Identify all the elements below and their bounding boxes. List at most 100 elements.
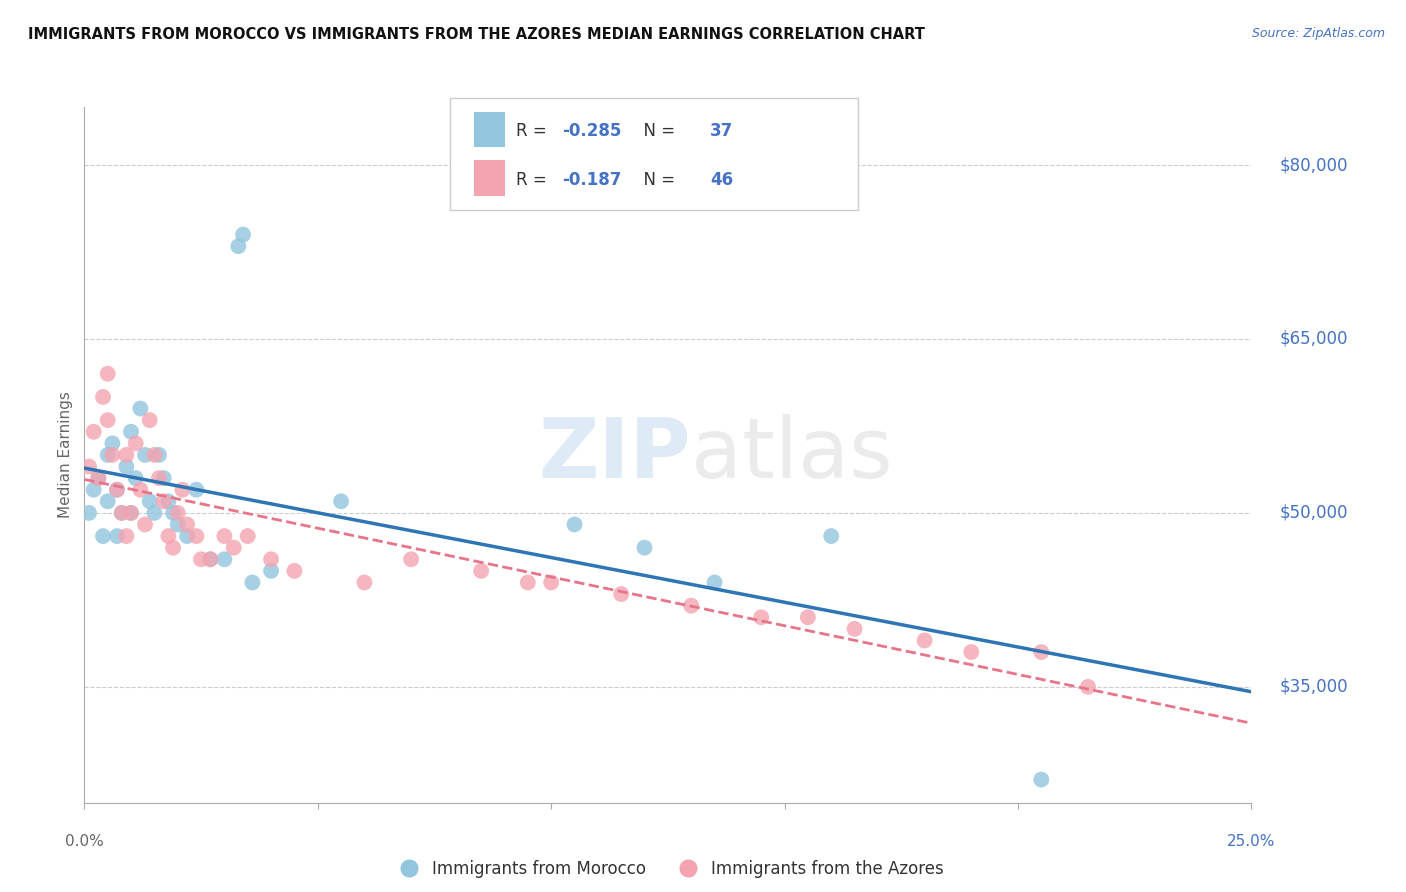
Text: R =: R = bbox=[516, 170, 553, 188]
Point bbox=[228, 239, 250, 253]
Point bbox=[162, 506, 184, 520]
Point bbox=[97, 413, 120, 427]
Text: $35,000: $35,000 bbox=[1279, 678, 1348, 696]
Point bbox=[120, 506, 142, 520]
Point bbox=[120, 506, 142, 520]
Point bbox=[633, 541, 655, 555]
Text: $50,000: $50,000 bbox=[1279, 504, 1348, 522]
Text: N =: N = bbox=[633, 170, 681, 188]
Y-axis label: Median Earnings: Median Earnings bbox=[58, 392, 73, 518]
Point bbox=[129, 483, 152, 497]
Text: -0.285: -0.285 bbox=[562, 122, 621, 140]
Point bbox=[152, 494, 174, 508]
Point bbox=[260, 564, 283, 578]
Point bbox=[148, 471, 170, 485]
Text: IMMIGRANTS FROM MOROCCO VS IMMIGRANTS FROM THE AZORES MEDIAN EARNINGS CORRELATIO: IMMIGRANTS FROM MOROCCO VS IMMIGRANTS FR… bbox=[28, 27, 925, 42]
Text: 37: 37 bbox=[710, 122, 734, 140]
Point bbox=[120, 425, 142, 439]
Text: $65,000: $65,000 bbox=[1279, 330, 1348, 348]
Point bbox=[176, 529, 198, 543]
Point bbox=[797, 610, 820, 624]
Point bbox=[105, 529, 128, 543]
Point bbox=[157, 494, 180, 508]
Point bbox=[166, 517, 188, 532]
Point bbox=[83, 425, 105, 439]
Point bbox=[914, 633, 936, 648]
Point bbox=[111, 506, 134, 520]
Point bbox=[242, 575, 264, 590]
Point bbox=[157, 529, 180, 543]
Point bbox=[91, 390, 114, 404]
Point bbox=[125, 471, 148, 485]
Point bbox=[470, 564, 492, 578]
Point bbox=[97, 448, 120, 462]
Point bbox=[330, 494, 353, 508]
Text: R =: R = bbox=[516, 122, 553, 140]
Point bbox=[134, 448, 156, 462]
Point bbox=[190, 552, 212, 566]
Point bbox=[143, 448, 166, 462]
Point bbox=[1077, 680, 1099, 694]
Point bbox=[200, 552, 222, 566]
Point bbox=[77, 506, 100, 520]
Point bbox=[125, 436, 148, 450]
Point bbox=[148, 448, 170, 462]
Point bbox=[105, 483, 128, 497]
Point bbox=[564, 517, 586, 532]
Point bbox=[166, 506, 188, 520]
Point bbox=[186, 483, 208, 497]
Point bbox=[681, 599, 703, 613]
Point bbox=[516, 575, 538, 590]
Text: 25.0%: 25.0% bbox=[1227, 834, 1275, 849]
Point bbox=[749, 610, 772, 624]
Point bbox=[610, 587, 633, 601]
Point bbox=[844, 622, 866, 636]
Point bbox=[101, 448, 124, 462]
Point bbox=[960, 645, 983, 659]
Point bbox=[83, 483, 105, 497]
Point bbox=[186, 529, 208, 543]
Text: atlas: atlas bbox=[692, 415, 893, 495]
Text: 0.0%: 0.0% bbox=[65, 834, 104, 849]
Point bbox=[222, 541, 245, 555]
Point bbox=[200, 552, 222, 566]
Point bbox=[176, 517, 198, 532]
Point bbox=[703, 575, 725, 590]
Point bbox=[138, 413, 160, 427]
Point bbox=[91, 529, 114, 543]
Point bbox=[232, 227, 254, 242]
Point bbox=[105, 483, 128, 497]
Point bbox=[214, 529, 236, 543]
Point bbox=[283, 564, 305, 578]
Point bbox=[115, 459, 138, 474]
Point bbox=[1031, 645, 1053, 659]
Text: $80,000: $80,000 bbox=[1279, 156, 1348, 174]
Point bbox=[87, 471, 110, 485]
Point bbox=[260, 552, 283, 566]
Point bbox=[111, 506, 134, 520]
Point bbox=[115, 448, 138, 462]
Point bbox=[115, 529, 138, 543]
Point bbox=[353, 575, 375, 590]
Point bbox=[97, 494, 120, 508]
Point bbox=[172, 483, 194, 497]
Point bbox=[134, 517, 156, 532]
Point bbox=[143, 506, 166, 520]
Point bbox=[162, 541, 184, 555]
Legend: Immigrants from Morocco, Immigrants from the Azores: Immigrants from Morocco, Immigrants from… bbox=[385, 854, 950, 885]
Text: N =: N = bbox=[633, 122, 681, 140]
Point bbox=[152, 471, 174, 485]
Text: ZIP: ZIP bbox=[538, 415, 692, 495]
Point bbox=[236, 529, 259, 543]
Point bbox=[87, 471, 110, 485]
Point bbox=[77, 459, 100, 474]
Point bbox=[399, 552, 422, 566]
Text: Source: ZipAtlas.com: Source: ZipAtlas.com bbox=[1251, 27, 1385, 40]
Point bbox=[129, 401, 152, 416]
Point bbox=[97, 367, 120, 381]
Point bbox=[214, 552, 236, 566]
Point bbox=[820, 529, 842, 543]
Point bbox=[101, 436, 124, 450]
Point bbox=[540, 575, 562, 590]
Point bbox=[1031, 772, 1053, 787]
